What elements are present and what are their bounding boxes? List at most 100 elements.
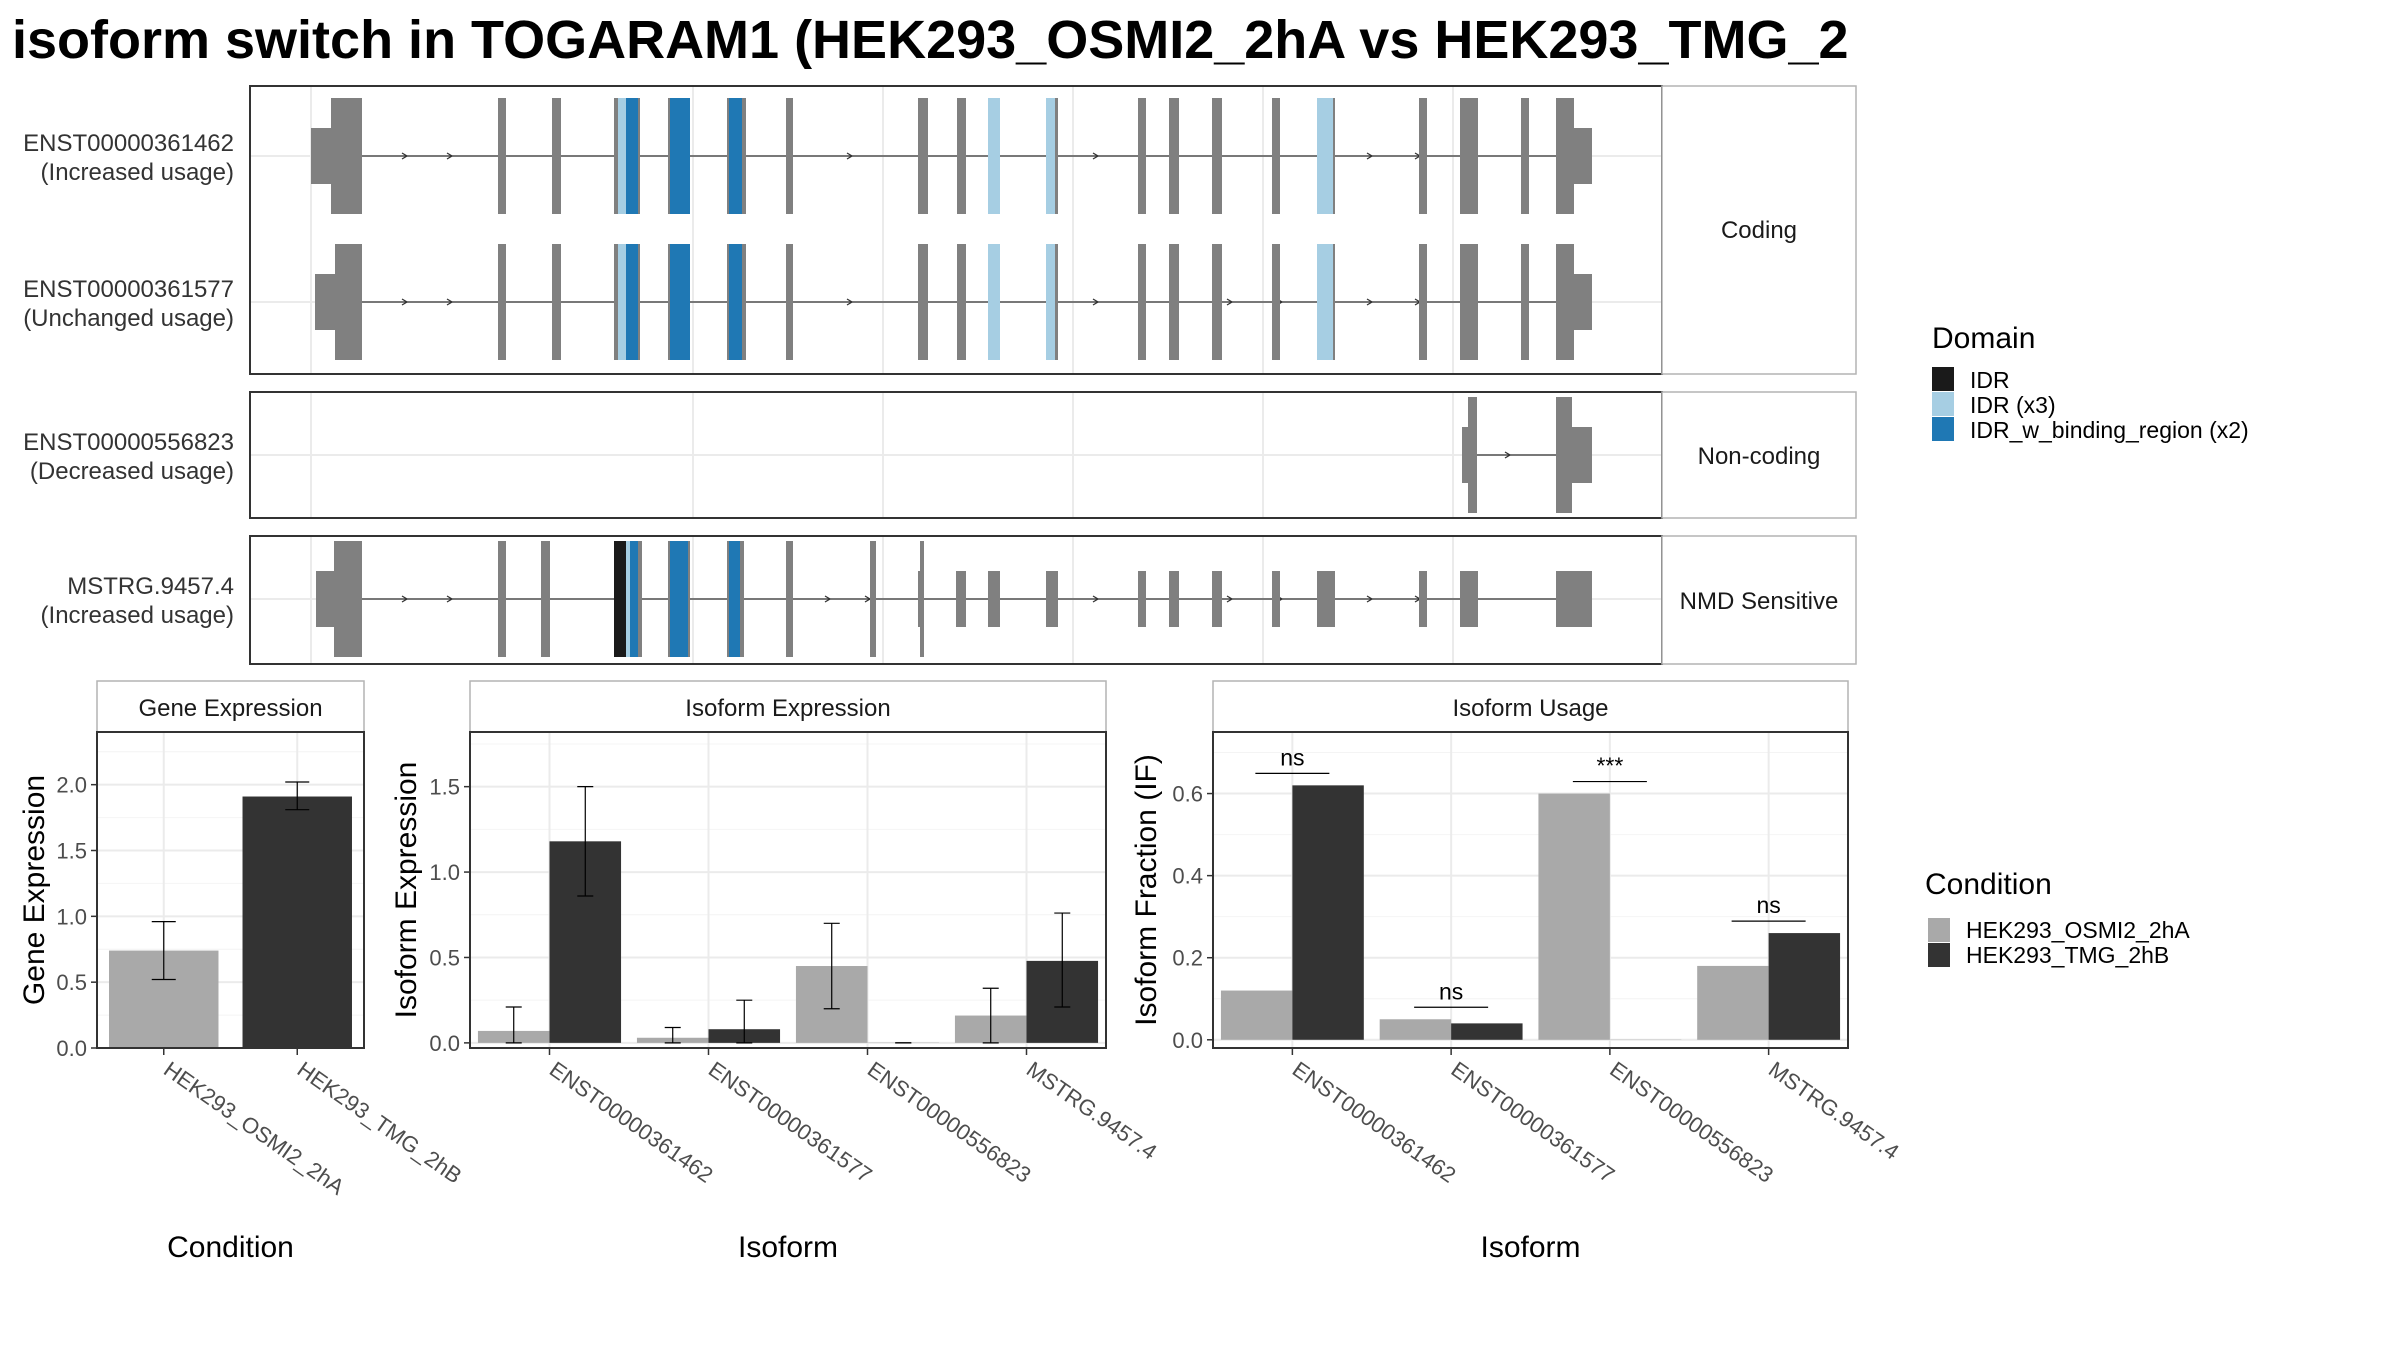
isoform-usage-chart: Isoform Usage 0.0 0.2 0.4 0.6 ENST00000361462… — [1130, 680, 1904, 1264]
exon — [1046, 571, 1058, 627]
exon — [1460, 571, 1478, 627]
strand-arrow — [846, 298, 854, 306]
panel-title: Isoform Expression — [685, 695, 890, 722]
domain-region — [729, 541, 740, 657]
exon — [498, 541, 506, 657]
y-tick-label: 0.2 — [1172, 946, 1203, 971]
exon — [1212, 244, 1222, 360]
significance-label: ns — [1280, 744, 1304, 770]
domain-region — [614, 541, 626, 657]
strand-arrow — [1366, 595, 1374, 603]
domain-region — [1046, 98, 1055, 214]
x-tick-label: ENST00000361577 — [704, 1056, 877, 1187]
exon — [1419, 244, 1427, 360]
exon — [334, 541, 362, 657]
exon — [1272, 571, 1280, 627]
panel-coding-label: Coding — [1721, 217, 1797, 244]
significance-label: *** — [1596, 753, 1623, 779]
utr-exon — [315, 274, 335, 330]
legend-swatch-cond1 — [1928, 918, 1950, 942]
domain-region — [729, 98, 742, 214]
transcript-id-label: MSTRG.9457.4 — [67, 573, 234, 600]
strand-arrow — [1092, 298, 1100, 306]
strand-arrow — [401, 298, 409, 306]
exon — [1138, 244, 1146, 360]
legend-swatch-cond2 — [1928, 943, 1950, 967]
panel-coding-border — [249, 85, 1663, 375]
exon — [1212, 571, 1222, 627]
utr-exon — [316, 571, 334, 627]
exon — [786, 244, 793, 360]
panel-strip — [96, 680, 365, 733]
exon — [1138, 571, 1146, 627]
strand-arrow — [1092, 152, 1100, 160]
domain-region — [988, 244, 1000, 360]
utr-exon — [1572, 427, 1592, 483]
exon — [1521, 244, 1529, 360]
domain-region — [1317, 244, 1333, 360]
exon — [1419, 98, 1427, 214]
panel-border — [1212, 731, 1849, 1049]
domain-region — [670, 244, 690, 360]
exon — [1212, 98, 1222, 214]
domain-region — [729, 244, 742, 360]
exon — [957, 98, 966, 214]
exon — [918, 98, 928, 214]
significance-label: ns — [1439, 978, 1463, 1004]
exon — [786, 541, 793, 657]
exon — [498, 244, 506, 360]
exon — [335, 244, 362, 360]
strand-arrow — [1226, 298, 1234, 306]
exon — [1460, 98, 1478, 214]
y-tick-label: 0.0 — [429, 1031, 460, 1056]
transcript-usage-label: (Unchanged usage) — [23, 305, 234, 332]
exon — [1272, 244, 1280, 360]
panel-nmd-label: NMD Sensitive — [1680, 588, 1839, 615]
panel-coding-strip — [1661, 85, 1857, 375]
utr-exon — [311, 128, 331, 184]
legend-swatch-idr-binding — [1932, 417, 1954, 441]
utr-exon — [1556, 571, 1592, 627]
exon — [1169, 244, 1179, 360]
x-tick-label: ENST00000361577 — [1447, 1056, 1620, 1187]
bar — [1697, 965, 1769, 1040]
exon — [957, 244, 966, 360]
y-tick-label: 0.5 — [429, 945, 460, 970]
x-axis-title: Condition — [167, 1231, 294, 1264]
panel-border — [469, 731, 1107, 1049]
bar — [1220, 990, 1293, 1040]
exon — [1272, 98, 1280, 214]
domain-region — [626, 98, 638, 214]
condition-legend-title: Condition — [1925, 868, 2052, 901]
panel-title: Gene Expression — [138, 695, 322, 722]
legend-label-idr-binding: IDR_w_binding_region (x2) — [1970, 417, 2249, 443]
exon — [541, 541, 550, 657]
y-tick-label: 0.6 — [1172, 782, 1203, 807]
bar — [1768, 933, 1841, 1040]
strand-arrow — [1504, 451, 1512, 459]
y-tick-label: 0.5 — [56, 970, 87, 995]
bar — [1538, 793, 1610, 1040]
domain-region — [670, 98, 690, 214]
y-tick-label: 1.0 — [56, 904, 87, 929]
exon — [1169, 571, 1179, 627]
bar — [242, 796, 352, 1048]
panel-nmd-strip — [1661, 535, 1857, 665]
utr-exon — [1574, 128, 1592, 184]
exon — [1169, 98, 1179, 214]
significance-label: ns — [1756, 892, 1780, 918]
exon — [331, 98, 362, 214]
domain-region — [988, 98, 1000, 214]
exon — [1419, 571, 1427, 627]
y-axis-title: Gene Expression — [18, 775, 51, 1005]
exon — [552, 98, 561, 214]
x-tick-label: ENST00000556823 — [1605, 1056, 1778, 1187]
exon — [786, 98, 793, 214]
strand-arrow — [446, 152, 454, 160]
isoform-expression-chart: Isoform Expression0.00.51.01.5ENST000003… — [390, 680, 1162, 1264]
exon — [1556, 98, 1574, 214]
exon — [870, 541, 876, 657]
strand-arrow — [1366, 298, 1374, 306]
x-tick-label: MSTRG.9457.4 — [1022, 1056, 1162, 1164]
